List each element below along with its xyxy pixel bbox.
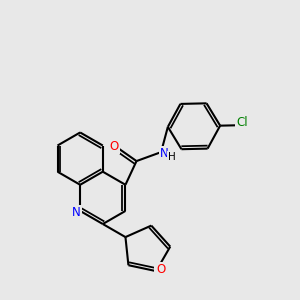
Text: O: O	[156, 263, 165, 276]
Text: N: N	[160, 147, 169, 160]
Text: Cl: Cl	[237, 116, 248, 129]
Text: N: N	[72, 206, 81, 219]
Text: H: H	[168, 152, 176, 163]
Text: O: O	[109, 140, 118, 153]
